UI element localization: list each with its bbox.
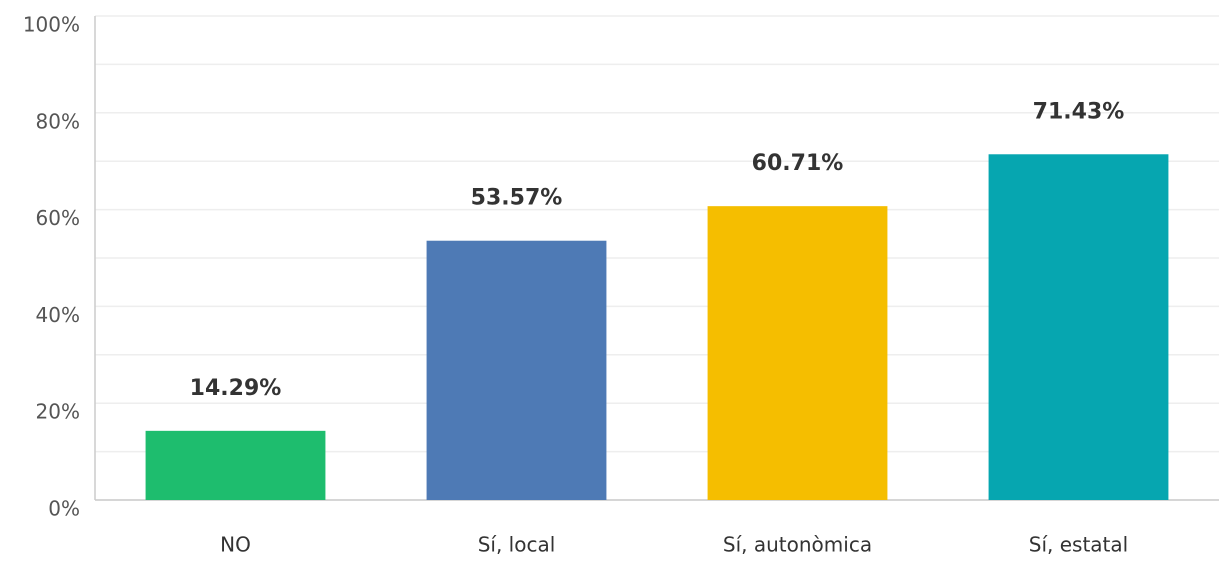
- bar: [426, 240, 607, 501]
- value-label: 53.57%: [471, 186, 563, 211]
- bar: [707, 206, 888, 500]
- x-tick-label: Sí, autonòmica: [723, 533, 872, 557]
- value-label: 14.29%: [190, 376, 282, 401]
- y-tick-label: 80%: [36, 109, 80, 133]
- x-tick-label: NO: [220, 533, 251, 557]
- y-tick-label: 20%: [36, 400, 80, 424]
- value-label: 71.43%: [1033, 99, 1125, 124]
- y-tick-label: 100%: [23, 13, 80, 37]
- bar: [145, 430, 326, 500]
- x-tick-label: Sí, local: [478, 533, 556, 557]
- x-tick-label: Sí, estatal: [1029, 533, 1128, 557]
- bar: [988, 154, 1169, 500]
- y-tick-label: 60%: [36, 206, 80, 230]
- y-tick-label: 40%: [36, 303, 80, 327]
- y-tick-label: 0%: [48, 497, 80, 521]
- value-label: 60.71%: [752, 151, 844, 176]
